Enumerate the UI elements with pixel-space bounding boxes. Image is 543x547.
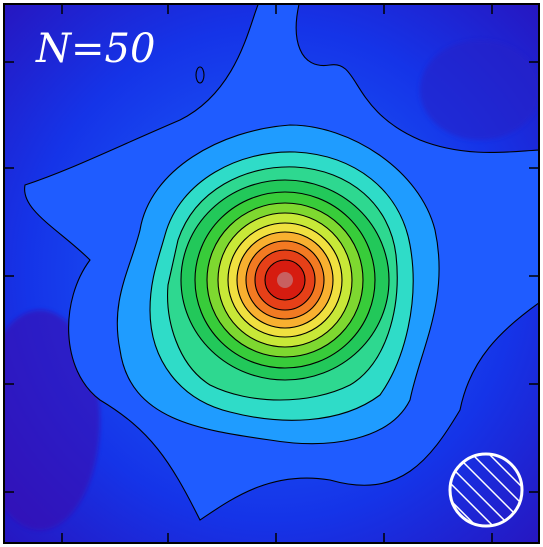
page: N=50 (() => { const data = JSON.parse(do… bbox=[0, 0, 543, 547]
map-figure: N=50 bbox=[0, 0, 543, 547]
map bbox=[0, 0, 543, 547]
panel-label: N=50 bbox=[35, 26, 155, 72]
beam bbox=[450, 454, 522, 526]
